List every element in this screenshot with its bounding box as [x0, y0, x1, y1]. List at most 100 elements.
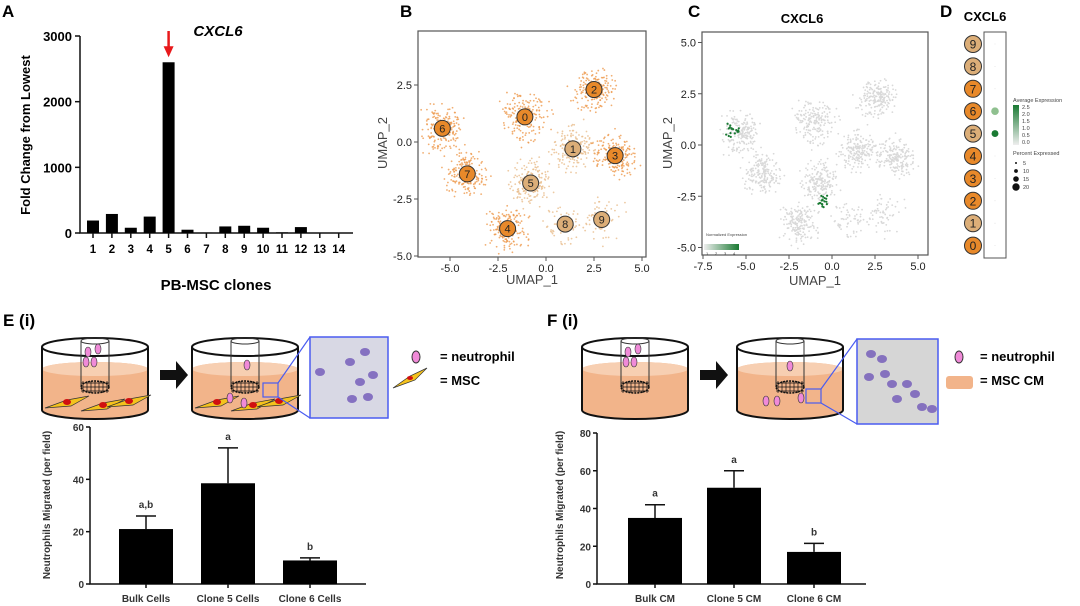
umap-point [750, 168, 753, 171]
expressing-cell [820, 194, 823, 197]
umap-point [572, 161, 575, 164]
umap-point [887, 159, 890, 162]
umap-point [812, 109, 814, 111]
umap-point [897, 159, 900, 162]
umap-point [855, 171, 858, 174]
umap-point [833, 193, 836, 196]
umap-point [441, 147, 444, 150]
umap-point [891, 204, 894, 207]
legend-f-neutrophil: = neutrophil [980, 349, 1055, 364]
umap-point [514, 166, 516, 169]
umap-point [840, 210, 843, 213]
umap-point [876, 151, 879, 153]
umap-point [858, 97, 861, 100]
umap-point [755, 175, 758, 178]
cluster-marker-4 [499, 220, 517, 238]
umap-point [824, 187, 827, 190]
umap-point [871, 95, 874, 98]
umap-point [745, 143, 748, 146]
umap-point [534, 169, 537, 171]
umap-point [767, 170, 769, 173]
umap-point [743, 132, 746, 135]
umap-point [632, 152, 635, 155]
umap-point [757, 163, 760, 165]
msc-nucleus [249, 402, 257, 408]
umap-point [565, 212, 568, 215]
umap-point [906, 163, 909, 166]
umap-point [535, 109, 538, 112]
umap-point [530, 130, 533, 132]
umap-point [522, 207, 525, 210]
umap-point [458, 152, 461, 155]
umap-point [542, 116, 545, 119]
umap-point [751, 180, 754, 183]
umap-point [760, 164, 763, 166]
umap-point [439, 137, 442, 140]
umap-point [578, 77, 581, 79]
umap-point [583, 140, 586, 142]
umap-point [590, 106, 593, 109]
umap-point [887, 201, 890, 204]
umap-point [805, 174, 808, 176]
umap-point [802, 113, 805, 116]
umap-point [819, 163, 822, 165]
umap-point [476, 157, 479, 160]
umap-point [605, 98, 608, 101]
umap-point [873, 94, 875, 97]
umap-point [507, 116, 510, 118]
umap-point [465, 161, 468, 163]
umap-point [624, 153, 627, 156]
umap-point [849, 220, 852, 223]
umap-point [873, 112, 876, 115]
umap-point [532, 168, 535, 171]
umap-point [521, 106, 524, 108]
umap-point [809, 129, 811, 132]
umap-point [854, 159, 857, 162]
umap-point [519, 196, 521, 199]
cluster-marker-6 [433, 119, 451, 137]
y-tick-label: 20 [73, 528, 85, 539]
umap-point [506, 113, 508, 116]
umap-point [766, 177, 769, 179]
umap-point [808, 123, 811, 126]
umap-point [469, 192, 472, 195]
umap-point [865, 139, 868, 141]
umap-point [627, 163, 630, 165]
well-rim [191, 337, 299, 357]
umap-point [519, 222, 522, 224]
umap-point [437, 112, 439, 115]
umap-point [522, 99, 524, 102]
umap-point [427, 143, 430, 146]
umap-point [840, 217, 843, 220]
umap-point [516, 93, 519, 96]
umap-point [751, 117, 754, 120]
umap-point [753, 173, 756, 176]
umap-point [515, 221, 518, 224]
umap-point [497, 252, 500, 255]
chart-a-xlabel: PB-MSC clones [161, 277, 272, 294]
legend-size-dot [1012, 183, 1020, 191]
umap-point [507, 169, 510, 172]
umap-point [820, 116, 822, 119]
umap-point [814, 137, 817, 140]
umap-point [456, 153, 458, 156]
umap-point [860, 155, 863, 158]
umap-point [813, 128, 816, 130]
umap-point [620, 165, 623, 167]
neutrophil-icon [90, 356, 98, 368]
umap-point [798, 219, 801, 222]
umap-point [870, 106, 873, 109]
umap-point [510, 218, 512, 221]
umap-point [779, 208, 782, 211]
umap-point [861, 144, 864, 147]
umap-point [494, 233, 496, 236]
umap-point [467, 188, 470, 191]
umap-point [528, 101, 530, 104]
umap-point [858, 160, 861, 163]
significance-label: a [652, 489, 658, 500]
umap-point [847, 160, 850, 162]
umap-point [890, 93, 893, 96]
medium-surface [582, 362, 688, 376]
umap-point [524, 168, 526, 171]
umap-point [855, 139, 858, 141]
